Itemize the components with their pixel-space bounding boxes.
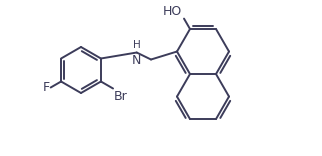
Text: N: N bbox=[132, 54, 141, 66]
Text: HO: HO bbox=[163, 5, 182, 18]
Text: H: H bbox=[133, 39, 141, 49]
Text: F: F bbox=[43, 81, 50, 94]
Text: Br: Br bbox=[114, 90, 128, 102]
